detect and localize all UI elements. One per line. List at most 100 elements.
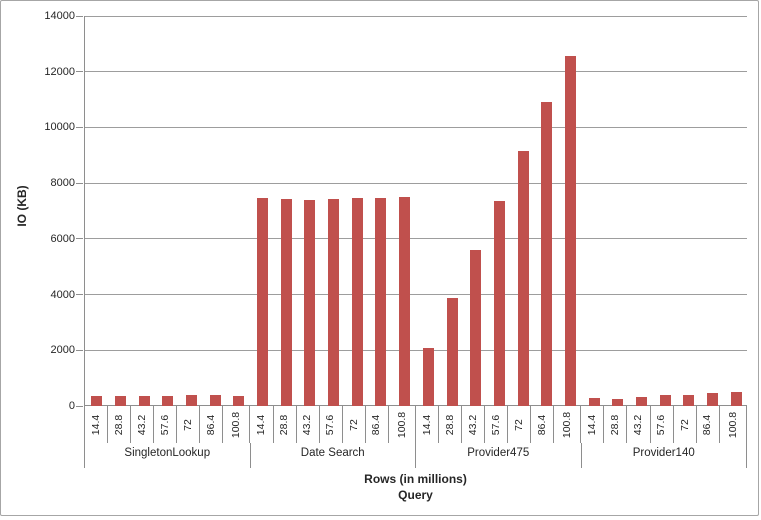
bar-provider140-86.4 [706,393,718,406]
category-label-cell: 72 [674,406,697,443]
category-label-cell: 72 [343,406,366,443]
x-axis-group-labels: SingletonLookup Date Search Provider475 Pro… [84,443,747,468]
category-label: 72 [678,418,691,431]
bar-date-search-57.6 [328,199,340,406]
y-axis-tick [76,405,83,407]
group-label-date-search: Date Search [251,443,416,468]
category-label-cell: 14.4 [416,406,439,443]
y-axis-tick [76,238,83,240]
bar-provider475-100.8 [564,56,576,406]
y-axis-tick [76,71,83,73]
y-axis-tick [76,15,83,17]
category-label-cell: 43.2 [462,406,486,443]
category-label-cell: 86.4 [697,406,720,443]
plot-area [84,15,747,406]
bar-provider140-57.6 [659,395,671,406]
bar-provider140-28.8 [612,398,624,406]
category-label-cell: 100.8 [389,406,416,443]
y-axis-tick-label: 12000 [44,65,75,78]
category-label: 28.8 [609,414,622,435]
category-label: 28.8 [278,414,291,435]
y-axis-tick [76,126,83,128]
category-label: 43.2 [467,414,480,435]
category-label-cell: 72 [177,406,201,443]
category-label-cell: 86.4 [531,406,555,443]
category-label-cell: 57.6 [320,406,343,443]
category-label: 14.4 [255,414,268,435]
category-label: 100.8 [230,411,243,438]
category-label-cell: 43.2 [131,406,155,443]
bar-singletonlookup-14.4 [91,396,103,406]
category-label: 57.6 [490,414,503,435]
bar-singletonlookup-86.4 [209,394,221,406]
y-axis-tick-label: 0 [68,400,75,412]
category-label: 43.2 [301,414,314,435]
bar-singletonlookup-72 [186,394,198,406]
bar-date-search-43.2 [304,199,316,406]
bar-date-search-14.4 [257,198,269,406]
category-label: 28.8 [113,414,126,435]
category-label: 43.2 [632,414,645,435]
category-label-cell: 43.2 [627,406,651,443]
bar-singletonlookup-43.2 [138,395,150,406]
category-label-cell: 28.8 [604,406,628,443]
y-axis-tick [76,294,83,296]
bar-date-search-86.4 [375,197,387,406]
gridline [85,238,747,240]
bar-provider140-72 [683,394,695,406]
category-label-cell: 72 [508,406,532,443]
category-label: 72 [513,418,526,431]
bar-provider475-72 [517,151,529,406]
bar-date-search-28.8 [280,199,292,406]
bar-provider140-43.2 [635,396,647,406]
category-label-cell: 100.8 [720,406,747,443]
y-axis-tick-label: 14000 [44,10,75,22]
category-label: 86.4 [536,414,549,435]
x-axis-category-labels: 14.4 28.8 43.2 57.6 72 86.4 100.8 14.4 28.8 43.2 5… [84,406,747,443]
group-label-singletonlookup: SingletonLookup [85,443,251,468]
category-label: 28.8 [443,414,456,435]
category-label: 14.4 [586,414,599,435]
bar-singletonlookup-100.8 [233,395,245,406]
bar-singletonlookup-57.6 [162,395,174,406]
y-axis-tick-label: 6000 [50,232,75,245]
gridline [85,126,747,128]
category-label: 72 [347,418,360,431]
y-axis-tick-label: 8000 [50,177,75,190]
y-axis-tick [76,349,83,351]
category-label-cell: 57.6 [651,406,674,443]
category-label: 57.6 [655,414,668,435]
bar-provider475-14.4 [422,347,434,406]
bar-provider140-14.4 [588,398,600,406]
gridline [85,15,747,17]
bar-date-search-72 [351,197,363,406]
category-label-cell: 28.8 [274,406,297,443]
category-label-cell: 86.4 [366,406,389,443]
group-label-provider140: Provider140 [582,443,747,468]
category-label-cell: 86.4 [200,406,224,443]
category-label-cell: 100.8 [554,406,582,443]
category-label: 86.4 [370,414,383,435]
category-label: 86.4 [701,414,714,435]
category-label: 72 [182,418,195,431]
x-axis-title-rows: Rows (in millions) [364,472,467,486]
category-label: 57.6 [159,414,172,435]
category-label-cell: 100.8 [223,406,251,443]
bar-date-search-100.8 [399,196,411,406]
category-label: 100.8 [395,411,408,438]
gridline [85,182,747,184]
gridline [85,71,747,73]
y-axis-tick-label: 4000 [50,288,75,301]
y-axis-title: IO (KB) [15,185,29,227]
gridline [85,349,747,351]
category-label-cell: 28.8 [439,406,462,443]
category-label: 100.8 [726,411,739,438]
category-label-cell: 43.2 [297,406,320,443]
y-axis-tick-label: 10000 [44,121,75,134]
x-axis-title-query: Query [398,488,433,502]
category-label-cell: 14.4 [581,406,605,443]
bar-singletonlookup-28.8 [115,396,127,406]
category-label: 43.2 [136,414,149,435]
category-label: 14.4 [420,414,433,435]
gridline [85,294,747,296]
